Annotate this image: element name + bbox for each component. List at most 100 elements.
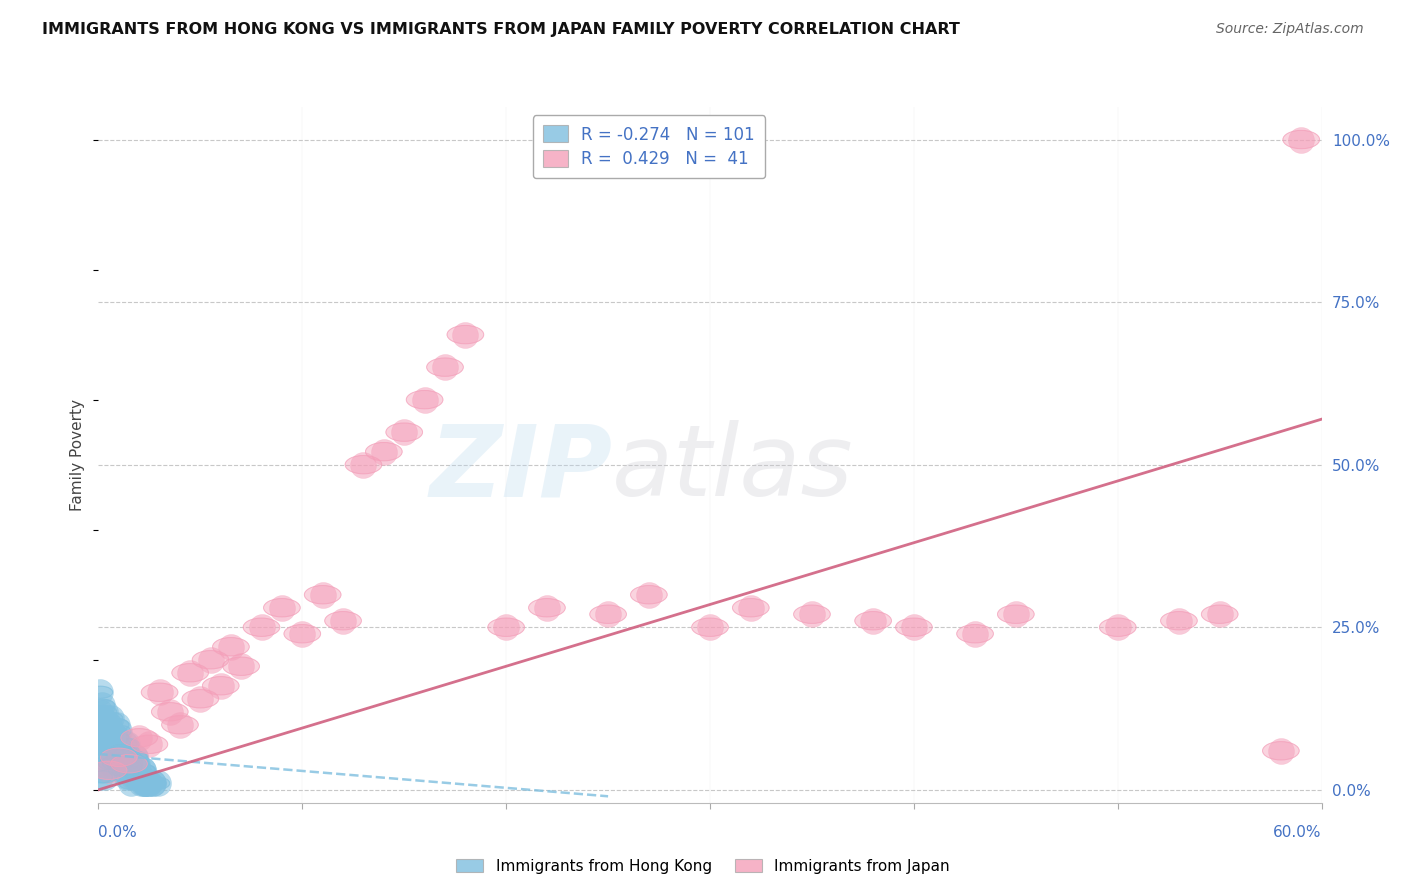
Ellipse shape: [108, 745, 134, 757]
Ellipse shape: [956, 624, 994, 643]
Point: [110, 744, 132, 758]
Point: [111, 756, 134, 771]
Point: [127, 770, 149, 784]
Point: [93, 724, 115, 739]
Ellipse shape: [94, 739, 120, 750]
Point: [118, 764, 141, 778]
Point: [120, 756, 142, 771]
Ellipse shape: [212, 638, 249, 656]
Ellipse shape: [100, 731, 125, 744]
Point: [104, 756, 127, 771]
Point: [91, 711, 114, 725]
Ellipse shape: [125, 771, 149, 783]
Point: [100, 711, 122, 725]
Point: [100, 724, 122, 739]
Point: [134, 776, 156, 790]
Ellipse shape: [172, 664, 208, 681]
Point: [1209, 607, 1232, 622]
Ellipse shape: [107, 739, 131, 750]
Point: [127, 764, 149, 778]
Ellipse shape: [325, 612, 361, 630]
Ellipse shape: [117, 751, 141, 764]
Point: [903, 620, 925, 634]
Ellipse shape: [115, 771, 139, 783]
Ellipse shape: [141, 777, 166, 789]
Point: [111, 750, 134, 764]
Ellipse shape: [125, 771, 149, 783]
Ellipse shape: [103, 745, 127, 757]
Ellipse shape: [104, 745, 129, 757]
Point: [97, 724, 120, 739]
Point: [200, 653, 222, 667]
Point: [1004, 607, 1026, 622]
Point: [115, 744, 138, 758]
Point: [862, 614, 884, 628]
Point: [122, 764, 145, 778]
Point: [96, 737, 118, 751]
Ellipse shape: [125, 764, 149, 776]
Text: ZIP: ZIP: [429, 420, 612, 517]
Point: [105, 731, 128, 745]
Ellipse shape: [104, 751, 129, 764]
Point: [114, 756, 136, 771]
Ellipse shape: [107, 757, 131, 770]
Ellipse shape: [97, 745, 121, 757]
Point: [101, 737, 124, 751]
Ellipse shape: [141, 683, 179, 701]
Point: [114, 744, 136, 758]
Ellipse shape: [93, 719, 117, 731]
Ellipse shape: [90, 699, 115, 712]
Point: [219, 640, 242, 654]
Point: [129, 770, 152, 784]
Ellipse shape: [120, 757, 143, 770]
Ellipse shape: [117, 764, 141, 776]
Point: [332, 614, 354, 628]
Ellipse shape: [129, 777, 153, 789]
Ellipse shape: [115, 739, 139, 750]
Ellipse shape: [162, 715, 198, 734]
Ellipse shape: [1099, 618, 1136, 636]
Point: [740, 600, 762, 615]
Ellipse shape: [111, 751, 135, 764]
Ellipse shape: [89, 706, 112, 718]
Point: [114, 756, 136, 771]
Ellipse shape: [117, 757, 141, 770]
Point: [111, 764, 134, 778]
Ellipse shape: [98, 712, 122, 724]
Ellipse shape: [134, 777, 157, 789]
Point: [495, 620, 517, 634]
Ellipse shape: [93, 757, 117, 770]
Legend: R = -0.274   N = 101, R =  0.429   N =  41: R = -0.274 N = 101, R = 0.429 N = 41: [533, 115, 765, 178]
Point: [93, 718, 115, 732]
Point: [250, 620, 273, 634]
Point: [129, 776, 152, 790]
Point: [115, 764, 138, 778]
Ellipse shape: [385, 423, 423, 442]
Point: [108, 756, 131, 771]
Ellipse shape: [112, 764, 138, 776]
Ellipse shape: [121, 764, 145, 776]
Point: [179, 665, 201, 680]
Ellipse shape: [121, 764, 145, 776]
Point: [100, 744, 122, 758]
Point: [965, 626, 987, 640]
Point: [108, 750, 131, 764]
Ellipse shape: [134, 777, 157, 789]
Point: [93, 770, 115, 784]
Text: 0.0%: 0.0%: [98, 825, 138, 840]
Point: [122, 756, 145, 771]
Ellipse shape: [100, 731, 125, 744]
Point: [434, 360, 457, 375]
Point: [108, 744, 131, 758]
Point: [120, 776, 142, 790]
Point: [118, 756, 141, 771]
Ellipse shape: [121, 757, 145, 770]
Ellipse shape: [97, 751, 121, 764]
Point: [352, 458, 374, 472]
Point: [142, 776, 165, 790]
Ellipse shape: [112, 757, 138, 770]
Point: [124, 770, 146, 784]
Ellipse shape: [104, 745, 129, 757]
Ellipse shape: [120, 764, 143, 776]
Ellipse shape: [97, 719, 121, 731]
